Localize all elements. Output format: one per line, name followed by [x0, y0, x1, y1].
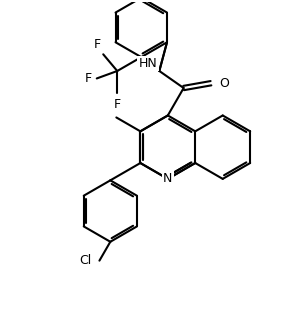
Text: F: F	[94, 38, 101, 51]
Text: N: N	[163, 172, 173, 185]
Text: O: O	[219, 77, 229, 90]
Text: F: F	[85, 72, 92, 85]
Text: HN: HN	[139, 57, 157, 70]
Text: F: F	[114, 98, 121, 111]
Text: Cl: Cl	[79, 254, 91, 267]
